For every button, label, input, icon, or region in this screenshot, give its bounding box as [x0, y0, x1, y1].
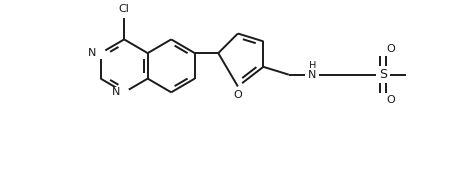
Text: H: H	[309, 61, 316, 71]
Text: O: O	[387, 44, 395, 54]
Text: Cl: Cl	[119, 4, 130, 14]
Text: N: N	[308, 70, 316, 80]
Text: O: O	[387, 95, 395, 105]
Text: S: S	[379, 68, 387, 81]
Text: O: O	[233, 90, 242, 100]
Text: N: N	[88, 48, 97, 58]
Text: N: N	[112, 87, 120, 97]
